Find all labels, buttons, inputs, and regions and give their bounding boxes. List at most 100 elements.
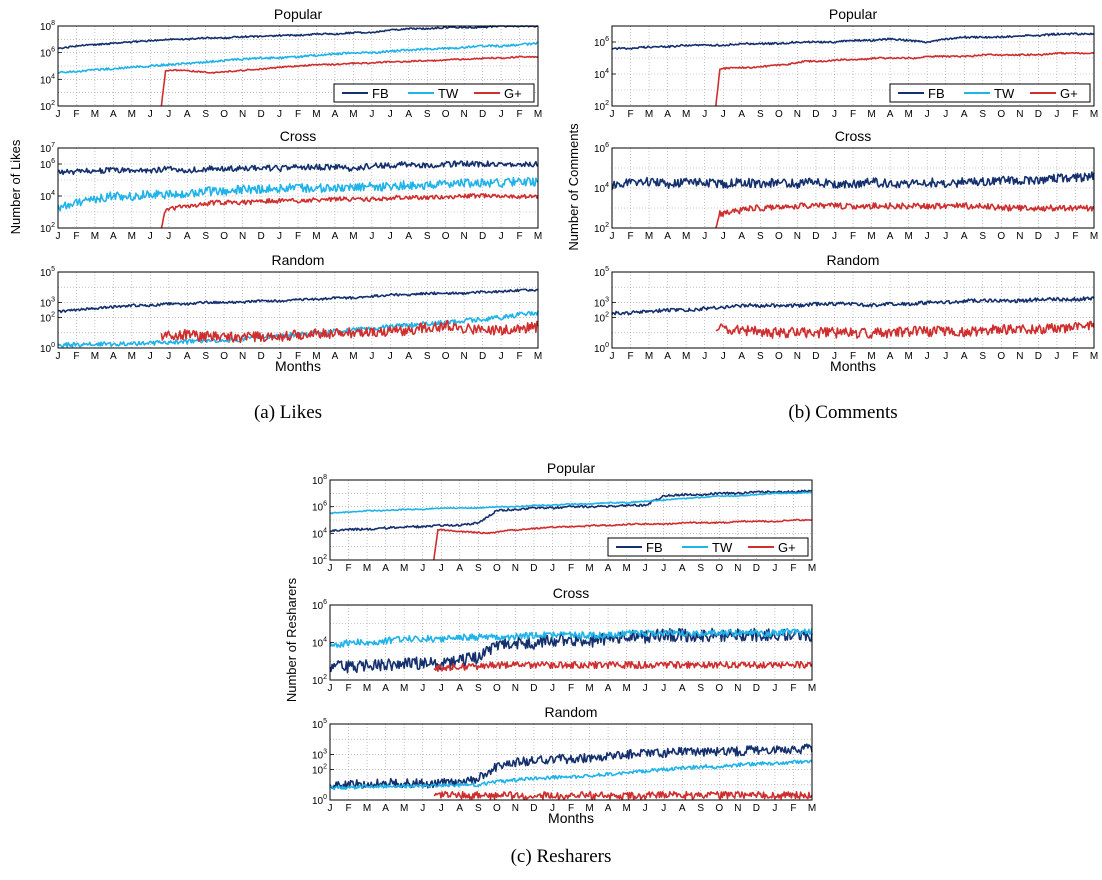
x-tick-label: J — [610, 109, 615, 120]
y-tick-label: 102 — [594, 222, 609, 235]
x-tick-label: S — [697, 683, 704, 694]
y-tick-label: 105 — [40, 266, 55, 279]
y-axis-label: Number of Resharers — [284, 577, 299, 702]
legend-label: G+ — [1060, 86, 1078, 101]
axes-frame — [57, 271, 539, 349]
legend-label: G+ — [504, 86, 522, 101]
y-tick-label: 103 — [312, 748, 327, 761]
series-line-FB — [611, 296, 1095, 316]
x-tick-label: F — [345, 683, 351, 694]
y-tick-label: 103 — [594, 296, 609, 309]
x-tick-label: M — [128, 231, 136, 242]
y-tick-label: 106 — [594, 142, 609, 155]
x-tick-label: F — [516, 231, 522, 242]
panel-title: Random — [827, 252, 880, 268]
x-tick-label: F — [73, 231, 79, 242]
x-tick-label: M — [682, 109, 690, 120]
x-tick-label: S — [697, 803, 704, 814]
x-tick-label: A — [887, 109, 894, 120]
x-tick-label: N — [239, 231, 246, 242]
x-tick-label: F — [1072, 231, 1078, 242]
x-tick-label: J — [1054, 109, 1059, 120]
x-tick-label: F — [1072, 109, 1078, 120]
y-tick-label: 102 — [312, 554, 327, 567]
x-tick-label: J — [610, 231, 615, 242]
x-tick-label: D — [530, 563, 537, 574]
x-tick-label: A — [887, 351, 894, 362]
y-tick-label: 104 — [594, 182, 609, 195]
x-tick-label: D — [1035, 231, 1042, 242]
x-tick-label: M — [363, 683, 371, 694]
x-tick-label: J — [388, 231, 393, 242]
y-tick-label: 104 — [312, 527, 327, 540]
y-axis-label: Number of Comments — [566, 123, 581, 251]
axes-frame — [57, 147, 539, 229]
x-tick-label: A — [332, 231, 339, 242]
x-tick-label: D — [479, 109, 486, 120]
x-tick-label: M — [808, 683, 816, 694]
x-tick-label: J — [439, 803, 444, 814]
panel-title: Random — [545, 704, 598, 720]
y-tick-label: 104 — [594, 68, 609, 81]
x-tick-label: F — [568, 563, 574, 574]
panel-title: Cross — [280, 128, 317, 144]
x-tick-label: S — [475, 803, 482, 814]
x-tick-label: A — [679, 563, 686, 574]
x-tick-label: J — [439, 563, 444, 574]
y-tick-label: 102 — [40, 100, 55, 113]
x-tick-label: J — [610, 351, 615, 362]
x-tick-label: N — [512, 683, 519, 694]
x-tick-label: M — [400, 683, 408, 694]
x-tick-label: M — [349, 351, 357, 362]
x-tick-label: A — [664, 109, 671, 120]
x-tick-label: J — [661, 803, 666, 814]
series-line-G+ — [433, 790, 813, 801]
x-tick-label: N — [734, 803, 741, 814]
x-tick-label: A — [332, 109, 339, 120]
x-tick-label: J — [661, 563, 666, 574]
x-tick-label: J — [499, 351, 504, 362]
x-tick-label: M — [1090, 109, 1098, 120]
y-tick-label: 102 — [312, 764, 327, 777]
x-tick-label: J — [702, 109, 707, 120]
x-tick-label: S — [757, 231, 764, 242]
x-tick-label: M — [91, 109, 99, 120]
x-tick-label: J — [832, 109, 837, 120]
x-tick-label: M — [349, 231, 357, 242]
legend: FB TW G+ — [607, 537, 809, 557]
x-tick-label: F — [73, 109, 79, 120]
x-tick-label: J — [148, 231, 153, 242]
x-tick-label: N — [1016, 231, 1023, 242]
legend-label: FB — [646, 540, 663, 555]
x-tick-label: F — [345, 803, 351, 814]
x-tick-label: F — [850, 351, 856, 362]
x-tick-label: D — [257, 351, 264, 362]
y-tick-label: 106 — [40, 158, 55, 171]
x-tick-label: F — [568, 683, 574, 694]
x-tick-label: S — [979, 231, 986, 242]
x-tick-label: N — [239, 351, 246, 362]
x-tick-label: S — [697, 563, 704, 574]
x-tick-label: F — [345, 563, 351, 574]
x-tick-label: N — [512, 563, 519, 574]
x-tick-label: A — [332, 351, 339, 362]
x-tick-label: O — [997, 231, 1005, 242]
y-tick-label: 104 — [40, 73, 55, 86]
x-tick-label: J — [702, 351, 707, 362]
x-tick-label: O — [715, 683, 723, 694]
x-tick-label: J — [643, 803, 648, 814]
x-tick-label: D — [1035, 351, 1042, 362]
x-tick-label: O — [715, 563, 723, 574]
x-tick-label: M — [585, 563, 593, 574]
x-tick-label: D — [479, 231, 486, 242]
figure-caption: (a) Likes — [254, 402, 322, 423]
x-tick-label: S — [979, 109, 986, 120]
x-tick-label: N — [794, 231, 801, 242]
x-tick-label: M — [1090, 231, 1098, 242]
x-tick-label: J — [56, 351, 61, 362]
x-tick-label: M — [682, 351, 690, 362]
y-axis-label: Number of Likes — [8, 139, 23, 234]
